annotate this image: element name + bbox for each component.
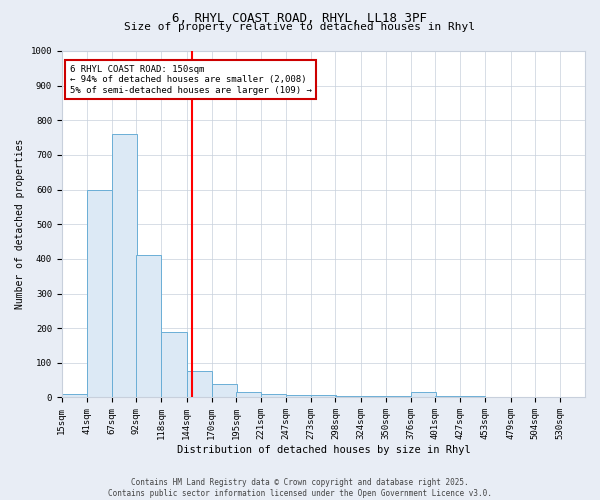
Bar <box>535 397 560 398</box>
Text: Contains HM Land Registry data © Crown copyright and database right 2025.
Contai: Contains HM Land Registry data © Crown c… <box>108 478 492 498</box>
Bar <box>335 396 361 398</box>
Bar <box>386 396 411 398</box>
Bar <box>286 394 311 398</box>
Text: Size of property relative to detached houses in Rhyl: Size of property relative to detached ho… <box>125 22 476 32</box>
Bar <box>161 332 187 398</box>
Y-axis label: Number of detached properties: Number of detached properties <box>15 139 25 310</box>
Bar <box>511 397 536 398</box>
Bar <box>311 396 337 398</box>
Bar <box>212 384 237 398</box>
Bar <box>236 392 261 398</box>
Bar <box>187 372 212 398</box>
Text: 6 RHYL COAST ROAD: 150sqm
← 94% of detached houses are smaller (2,008)
5% of sem: 6 RHYL COAST ROAD: 150sqm ← 94% of detac… <box>70 65 311 94</box>
Bar <box>136 256 161 398</box>
Bar <box>261 394 286 398</box>
Text: 6, RHYL COAST ROAD, RHYL, LL18 3PF: 6, RHYL COAST ROAD, RHYL, LL18 3PF <box>173 12 427 26</box>
Bar <box>485 397 511 398</box>
Bar <box>87 190 112 398</box>
X-axis label: Distribution of detached houses by size in Rhyl: Distribution of detached houses by size … <box>176 445 470 455</box>
Bar <box>361 396 386 398</box>
Bar <box>62 394 87 398</box>
Bar <box>112 134 137 398</box>
Bar <box>435 396 460 398</box>
Bar <box>460 396 485 398</box>
Bar <box>411 392 436 398</box>
Bar <box>560 397 585 398</box>
